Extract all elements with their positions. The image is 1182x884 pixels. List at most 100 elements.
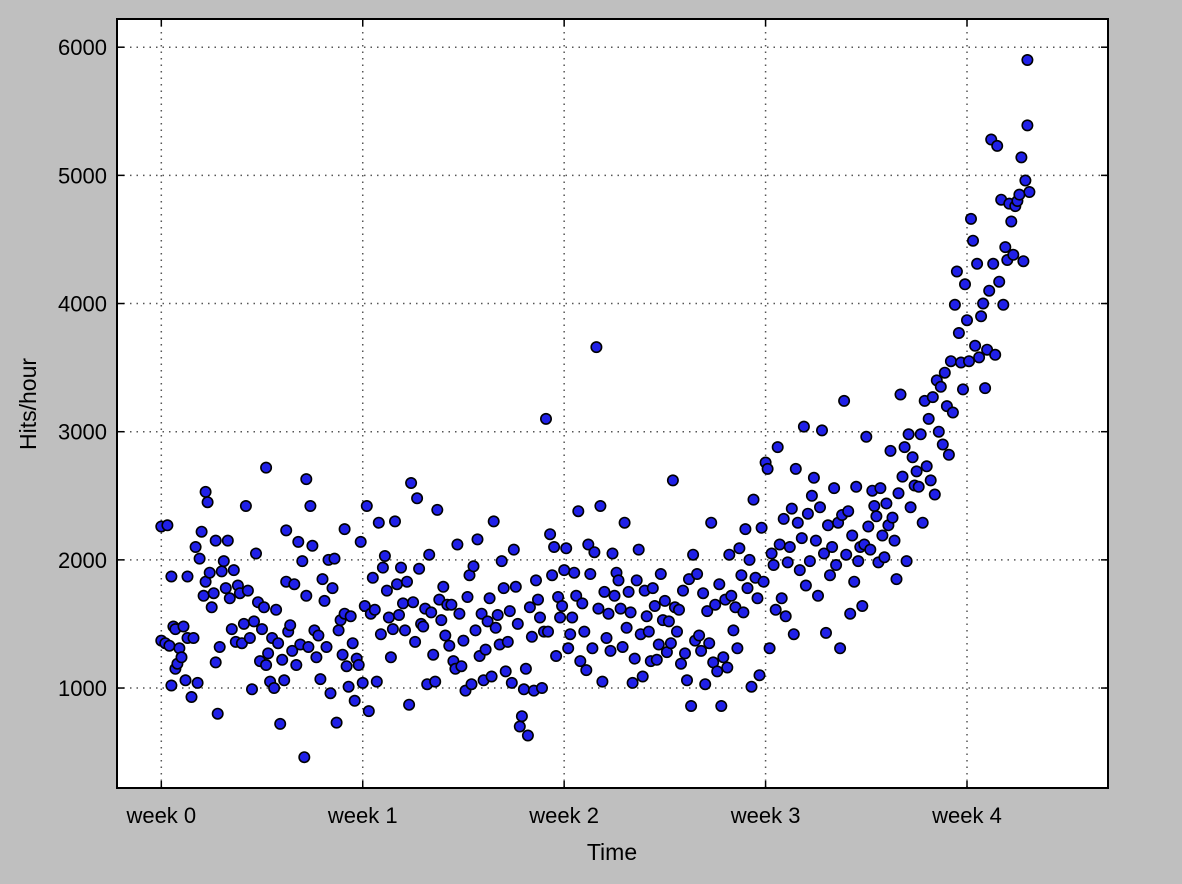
data-point bbox=[799, 579, 812, 592]
data-point bbox=[860, 430, 873, 443]
data-point bbox=[360, 499, 373, 512]
data-point bbox=[207, 587, 220, 600]
data-point bbox=[217, 555, 230, 568]
data-point bbox=[632, 543, 645, 556]
data-point bbox=[769, 603, 782, 616]
data-point bbox=[956, 383, 969, 396]
data-point bbox=[886, 511, 899, 524]
data-point bbox=[687, 548, 700, 561]
data-point bbox=[497, 582, 510, 595]
data-point bbox=[348, 694, 361, 707]
data-point bbox=[521, 729, 534, 742]
data-point bbox=[791, 516, 804, 529]
data-point bbox=[243, 631, 256, 644]
data-point bbox=[525, 630, 538, 643]
data-point bbox=[862, 520, 875, 533]
data-point bbox=[1007, 248, 1020, 261]
data-point bbox=[219, 582, 232, 595]
data-point bbox=[912, 480, 925, 493]
data-point bbox=[989, 348, 1002, 361]
data-point bbox=[288, 578, 301, 591]
data-point bbox=[962, 355, 975, 368]
data-point bbox=[761, 462, 774, 475]
data-point bbox=[666, 474, 679, 487]
data-point bbox=[582, 538, 595, 551]
data-point bbox=[203, 566, 216, 579]
data-point bbox=[403, 698, 416, 711]
data-point bbox=[431, 503, 444, 516]
data-point bbox=[546, 569, 559, 582]
data-point bbox=[916, 516, 929, 529]
data-point bbox=[926, 391, 939, 404]
data-point bbox=[1005, 215, 1018, 228]
data-point bbox=[753, 669, 766, 682]
x-tick-label: week 2 bbox=[528, 803, 599, 828]
data-point bbox=[944, 355, 957, 368]
data-point bbox=[314, 673, 327, 686]
data-point bbox=[558, 564, 571, 577]
data-point bbox=[467, 560, 480, 573]
data-point bbox=[771, 441, 784, 454]
data-point bbox=[777, 512, 790, 525]
data-point bbox=[697, 587, 710, 600]
data-point bbox=[592, 602, 605, 615]
data-point bbox=[878, 551, 891, 564]
data-point bbox=[270, 603, 283, 616]
data-point bbox=[898, 441, 911, 454]
data-point bbox=[642, 625, 655, 638]
data-point bbox=[884, 444, 897, 457]
data-point bbox=[318, 594, 331, 607]
data-point bbox=[973, 351, 986, 364]
data-point bbox=[1013, 188, 1026, 201]
data-point bbox=[255, 623, 268, 636]
data-point bbox=[465, 678, 478, 691]
y-tick-label: 4000 bbox=[58, 292, 107, 317]
data-point bbox=[507, 543, 520, 556]
data-point bbox=[257, 601, 270, 614]
data-point bbox=[199, 485, 212, 498]
data-point bbox=[840, 548, 853, 561]
data-point bbox=[584, 567, 597, 580]
data-point bbox=[278, 674, 291, 687]
data-point bbox=[483, 592, 496, 605]
data-point bbox=[479, 643, 492, 656]
data-point bbox=[443, 639, 456, 652]
data-point bbox=[896, 470, 909, 483]
data-point bbox=[374, 628, 387, 641]
data-point bbox=[787, 628, 800, 641]
data-point bbox=[1017, 255, 1030, 268]
data-point bbox=[529, 574, 542, 587]
plot-area bbox=[117, 19, 1108, 788]
data-point bbox=[328, 552, 341, 565]
data-point bbox=[624, 606, 637, 619]
data-point bbox=[501, 635, 514, 648]
data-point bbox=[727, 624, 740, 637]
data-point bbox=[191, 676, 204, 689]
data-point bbox=[600, 631, 613, 644]
data-point bbox=[586, 642, 599, 655]
data-point bbox=[640, 610, 653, 623]
data-point bbox=[336, 648, 349, 661]
data-point bbox=[715, 699, 728, 712]
data-point bbox=[842, 505, 855, 518]
data-point bbox=[201, 496, 214, 509]
data-point bbox=[400, 575, 413, 588]
data-point bbox=[705, 516, 718, 529]
data-point bbox=[312, 629, 325, 642]
data-point bbox=[292, 535, 305, 548]
data-point bbox=[888, 534, 901, 547]
data-point bbox=[175, 651, 188, 664]
data-point bbox=[489, 621, 502, 634]
data-point bbox=[306, 539, 319, 552]
data-point bbox=[1023, 186, 1036, 199]
data-point bbox=[785, 502, 798, 515]
data-point bbox=[971, 257, 984, 270]
data-point bbox=[969, 339, 982, 352]
data-points bbox=[155, 53, 1036, 764]
data-point bbox=[598, 585, 611, 598]
data-point bbox=[161, 519, 174, 532]
data-point bbox=[290, 658, 303, 671]
data-point bbox=[539, 412, 552, 425]
data-point bbox=[302, 640, 315, 653]
data-point bbox=[580, 664, 593, 677]
